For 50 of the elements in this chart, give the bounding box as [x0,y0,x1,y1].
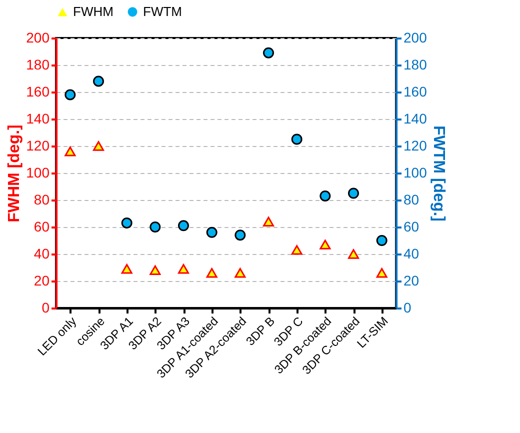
point [320,240,331,250]
point [206,226,218,238]
y2-tick-label: 140 [404,110,428,126]
point [376,268,388,278]
y-axis-title: FWHM [deg.] [6,124,24,222]
point [348,188,359,199]
legend-label: FWTM [143,4,182,19]
point [121,217,132,228]
point [291,245,302,255]
point [320,190,331,202]
y-tick-label: 200 [26,30,50,46]
y-tick-label: 0 [42,300,50,316]
point [150,265,161,276]
point [206,268,218,278]
point [348,249,359,259]
y-tick-label: 160 [26,84,50,100]
point [263,47,274,58]
point [178,264,189,274]
point [234,230,246,241]
point [64,89,76,100]
y2-axis-title: FWTM [deg.] [430,126,447,222]
y2-tick-label: 180 [404,56,428,72]
y-tick-label: 100 [26,164,50,180]
point [93,141,104,151]
point [121,264,132,274]
y2-tick-label: 80 [404,192,420,208]
y-tick-label: 120 [26,138,50,154]
y-tick-label: 180 [26,56,50,72]
y2-tick-label: 120 [404,138,428,154]
y2-tick-label: 40 [404,246,420,262]
point [150,222,161,232]
legend-label: FWHM [73,4,114,20]
y2-tick-label: 100 [404,164,428,180]
point [291,134,302,145]
y-tick-label: 20 [34,272,50,288]
y2-tick-label: 160 [404,84,428,100]
y-tick-label: 40 [34,246,50,262]
point [376,235,388,246]
point [64,146,76,156]
y2-tick-label: 20 [404,272,420,288]
y-tick-label: 80 [34,192,50,208]
y2-tick-label: 0 [404,300,412,316]
point [93,76,104,87]
y-tick-label: 60 [34,218,50,234]
y2-tick-label: 60 [404,218,420,234]
point [263,216,274,226]
y-tick-label: 140 [26,110,50,126]
y2-tick-label: 200 [404,30,428,46]
point [234,268,246,278]
point [178,220,189,232]
